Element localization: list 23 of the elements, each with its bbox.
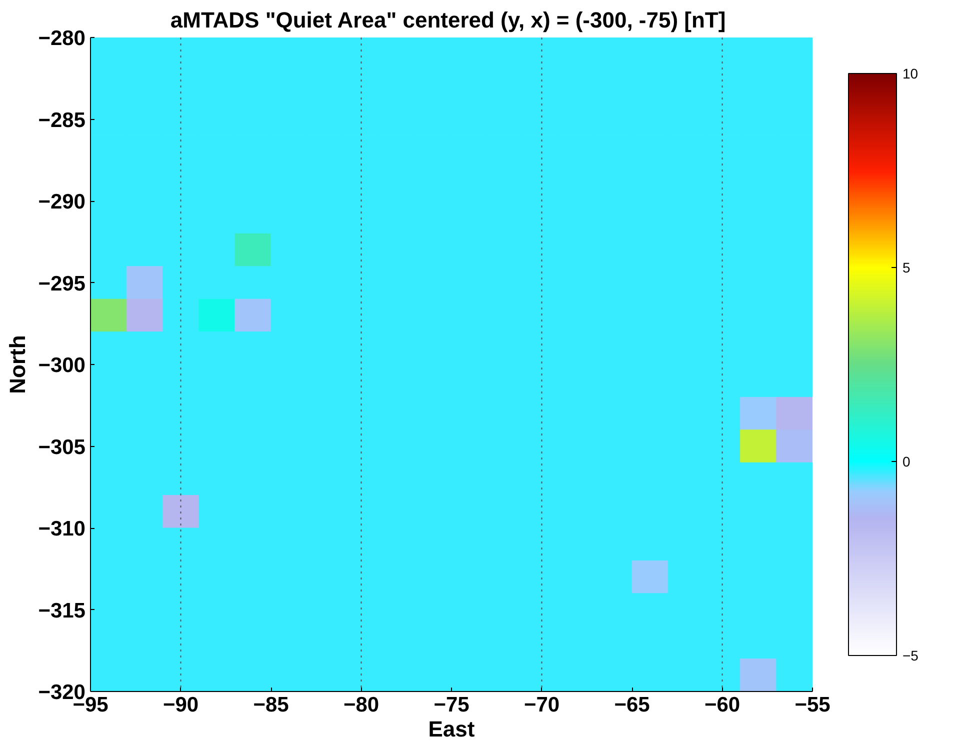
- y-tick-label: −310: [38, 518, 86, 540]
- x-tick-label: −85: [253, 694, 290, 716]
- chart-title: aMTADS "Quiet Area" centered (y, x) = (-300, -75) [nT]: [170, 8, 726, 32]
- y-tick-label: −305: [38, 436, 86, 459]
- y-axis-title: North: [5, 335, 30, 394]
- x-tick-label: −55: [794, 694, 831, 716]
- x-axis-title: East: [428, 716, 476, 742]
- x-tick-label: −80: [343, 694, 380, 716]
- x-tick-label: −90: [162, 694, 199, 716]
- x-tick-label: −70: [524, 694, 560, 716]
- y-tick-label: −295: [38, 272, 86, 296]
- y-tick-label: −285: [38, 108, 86, 132]
- x-tick-label: −65: [614, 694, 650, 716]
- color-bar-label: 0: [902, 454, 910, 470]
- color-bar-label: −5: [902, 648, 919, 664]
- y-tick-label: −280: [38, 27, 86, 50]
- y-tick-label: −315: [38, 599, 86, 622]
- x-tick-label: −60: [704, 694, 740, 716]
- y-tick-label: −290: [38, 190, 86, 214]
- color-bar-label: 10: [902, 66, 918, 82]
- x-tick-label: −75: [434, 694, 470, 716]
- y-tick-label: −300: [38, 354, 86, 377]
- color-bar-label: 5: [902, 260, 910, 276]
